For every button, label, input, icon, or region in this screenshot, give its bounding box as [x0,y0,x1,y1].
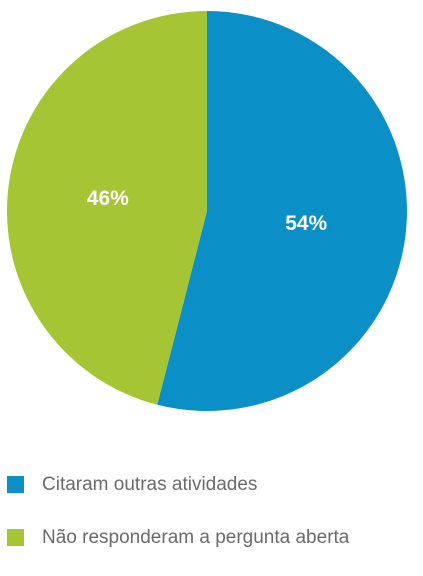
legend: Citaram outras atividades Não respondera… [7,470,421,576]
legend-item-citaram: Citaram outras atividades [7,470,421,499]
legend-swatch-nao-responderam [7,529,24,546]
legend-swatch-citaram [7,476,24,493]
pie-slice-label-0: 54% [285,212,327,235]
pie-slice-1 [6,10,207,405]
pie-slice-0 [157,11,407,411]
pie-slice-label-1: 46% [87,187,129,210]
legend-label-nao-responderam: Não responderam a pergunta aberta [42,526,350,548]
legend-item-nao-responderam: Não responderam a pergunta aberta [7,523,421,552]
legend-label-citaram: Citaram outras atividades [42,473,258,495]
pie-chart: 54% 46% [6,10,407,411]
